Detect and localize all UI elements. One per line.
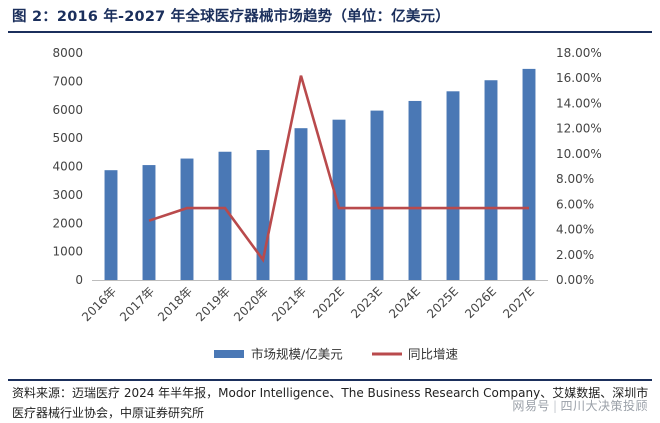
bar-market-size: [484, 80, 498, 280]
bar-market-size: [446, 91, 460, 281]
x-tick-label: 2016年: [79, 284, 119, 324]
watermark-brand: 网易号: [512, 399, 550, 413]
y-left-tick-label: 1000: [52, 245, 83, 259]
x-tick-label: 2027E: [500, 284, 537, 321]
x-tick-label: 2019年: [193, 284, 233, 324]
source-note: 资料来源：迈瑞医疗 2024 年半年报，Modor Intelligence、T…: [12, 386, 649, 420]
y-right-tick-label: 10.00%: [556, 147, 602, 161]
title-rule: [8, 31, 652, 33]
y-left-tick-label: 5000: [52, 131, 83, 145]
x-tick-label: 2020年: [231, 284, 271, 324]
y-left-tick-label: 4000: [52, 160, 83, 174]
y-right-tick-label: 4.00%: [556, 223, 594, 237]
market-chart: 0 1000 2000 3000 4000 5000 6000 7000 8000 0.00% 2.…: [52, 46, 602, 362]
y-right-tick-label: 12.00%: [556, 122, 602, 136]
y-left-tick-label: 3000: [52, 188, 83, 202]
bar-market-size: [408, 100, 422, 280]
y-left-tick-label: 0: [75, 273, 83, 287]
watermark-account: 四川大决策投顾: [560, 399, 648, 413]
x-tick-label: 2026E: [462, 284, 499, 321]
legend-label-line: 同比增速: [408, 347, 459, 362]
figure-title: 图 2：2016 年-2027 年全球医疗器械市场趋势（单位：亿美元）: [12, 9, 450, 25]
bar-market-size: [522, 68, 536, 280]
y-left-tick-label: 7000: [52, 74, 83, 88]
legend-label-bar: 市场规模/亿美元: [251, 347, 343, 362]
y-right-tick-label: 2.00%: [556, 248, 594, 262]
watermark: 网易号 | 四川大决策投顾: [512, 399, 648, 413]
legend-swatch-bar: [214, 350, 244, 358]
y-right-tick-label: 18.00%: [556, 46, 602, 60]
bar-market-size: [218, 151, 232, 280]
bar-market-size: [370, 110, 384, 280]
y-right-tick-label: 8.00%: [556, 172, 594, 186]
bar-market-size: [180, 158, 194, 280]
line-growth-rate: [148, 75, 529, 263]
y-left-tick-label: 6000: [52, 103, 83, 117]
bar-market-size: [142, 165, 156, 280]
y-right-tick-label: 16.00%: [556, 71, 602, 85]
x-tick-label: 2021年: [269, 284, 309, 324]
y-left-tick-label: 2000: [52, 216, 83, 230]
x-tick-label: 2024E: [386, 284, 423, 321]
y-left-tick-label: 8000: [52, 46, 83, 60]
source-rule: [8, 379, 652, 381]
x-tick-label: 2017年: [117, 284, 157, 324]
bar-market-size: [294, 128, 308, 280]
x-tick-label: 2022E: [310, 284, 347, 321]
y-right-tick-label: 6.00%: [556, 197, 594, 211]
bar-market-size: [104, 170, 118, 280]
x-tick-label: 2018年: [155, 284, 195, 324]
x-tick-label: 2023E: [348, 284, 385, 321]
y-right-tick-label: 14.00%: [556, 96, 602, 110]
y-right-tick-label: 0.00%: [556, 273, 594, 287]
bar-market-size: [332, 119, 346, 281]
x-tick-label: 2025E: [424, 284, 461, 321]
